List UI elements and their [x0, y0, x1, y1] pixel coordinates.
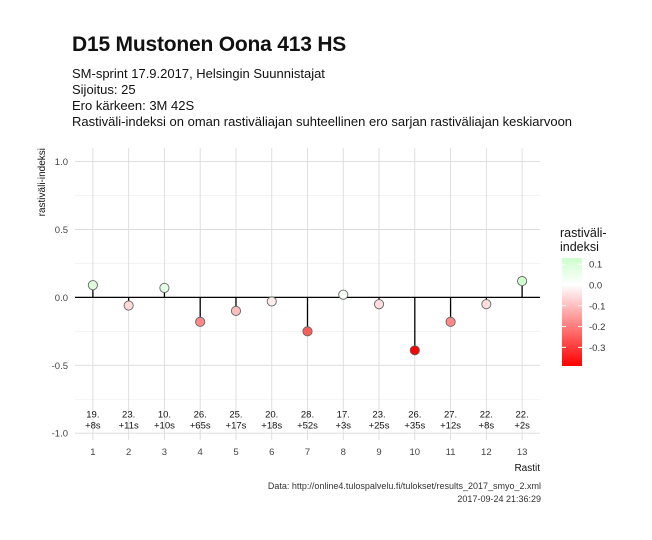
data-point — [87, 280, 98, 291]
data-point — [409, 345, 420, 356]
x-tick-label: 8 — [341, 447, 346, 458]
data-point — [338, 289, 349, 300]
annotation-time-loss: +3s — [335, 421, 351, 432]
x-tick-label: 12 — [481, 447, 492, 458]
x-tick-label: 2 — [126, 447, 131, 458]
annotation-rank: 19. — [86, 410, 99, 421]
y-tick-label: 1.0 — [55, 157, 68, 168]
legend-tick-label: -0.3 — [589, 343, 605, 354]
x-tick-label: 13 — [517, 447, 528, 458]
y-tick-label: 0.5 — [55, 225, 68, 236]
annotation-time-loss: +8s — [479, 421, 495, 432]
annotation-rank: 20. — [265, 410, 278, 421]
color-legend: rastiväli-indeksi 0.1 0.0 -0.1 -0.2 -0.3 — [560, 226, 607, 366]
subtitle-description: Rastiväli-indeksi on oman rastiväliajan … — [72, 114, 573, 129]
annotation-time-loss: +17s — [226, 421, 247, 432]
annotation-rank: 10. — [158, 410, 171, 421]
annotation-time-loss: +25s — [369, 421, 390, 432]
data-point — [266, 296, 277, 307]
data-point — [159, 282, 170, 293]
grid-lines — [75, 148, 540, 440]
data-point — [481, 299, 492, 310]
x-tick-label: 6 — [269, 447, 274, 458]
x-tick-label: 10 — [410, 447, 421, 458]
data-point — [373, 299, 385, 310]
legend-tick-label: -0.1 — [589, 301, 605, 312]
x-tick-label: 9 — [376, 447, 381, 458]
data-point — [517, 276, 528, 287]
legend-colorbar — [562, 258, 582, 366]
data-source-caption: Data: http://online4.tulospalvelu.fi/tul… — [267, 481, 541, 491]
subtitle-gap: Ero kärkeen: 3M 42S — [72, 98, 195, 113]
annotation-time-loss: +12s — [440, 421, 461, 432]
legend-tick-label: -0.2 — [589, 322, 605, 333]
y-tick-label: 0.0 — [55, 293, 68, 304]
legend-title: indeksi — [560, 240, 599, 254]
data-point — [445, 316, 456, 327]
annotations: 19.+8s23.+11s10.+10s26.+65s25.+17s20.+18… — [85, 410, 530, 432]
annotation-time-loss: +18s — [261, 421, 282, 432]
x-tick-label: 7 — [305, 447, 310, 458]
x-tick-label: 4 — [198, 447, 203, 458]
data-point — [302, 326, 313, 337]
timestamp-caption: 2017-09-24 21:36:29 — [457, 494, 541, 504]
annotation-rank: 26. — [194, 410, 207, 421]
x-tick-label: 3 — [162, 447, 167, 458]
x-tick-label: 5 — [233, 447, 238, 458]
annotation-rank: 22. — [480, 410, 493, 421]
annotation-rank: 26. — [408, 410, 421, 421]
annotation-time-loss: +52s — [297, 421, 318, 432]
annotation-rank: 22. — [516, 410, 529, 421]
legend-tick-label: 0.0 — [589, 281, 602, 292]
chart-title: D15 Mustonen Oona 413 HS — [72, 33, 347, 56]
data-point — [230, 305, 242, 317]
annotation-rank: 27. — [444, 410, 457, 421]
data-point — [195, 316, 206, 327]
x-tick-label: 11 — [446, 447, 456, 458]
subtitle-event: SM-sprint 17.9.2017, Helsingin Suunnista… — [72, 66, 325, 81]
y-tick-label: -1.0 — [52, 429, 68, 440]
annotation-rank: 23. — [122, 410, 135, 421]
annotation-rank: 28. — [301, 410, 314, 421]
x-tick-label: 1 — [90, 447, 95, 458]
legend-tick-label: 0.1 — [589, 260, 602, 271]
annotation-time-loss: +35s — [404, 421, 425, 432]
data-marks — [87, 276, 528, 356]
annotation-rank: 23. — [372, 410, 385, 421]
annotation-rank: 25. — [229, 410, 242, 421]
y-tick-label: -0.5 — [52, 361, 68, 372]
annotation-rank: 17. — [337, 410, 350, 421]
x-axis-title: Rastit — [514, 463, 540, 474]
annotation-time-loss: +10s — [154, 421, 175, 432]
annotation-time-loss: +2s — [514, 421, 530, 432]
data-point — [123, 300, 134, 311]
annotation-time-loss: +11s — [119, 421, 139, 432]
subtitle-rank: Sijoitus: 25 — [72, 82, 136, 97]
annotation-time-loss: +65s — [190, 421, 211, 432]
legend-title: rastiväli- — [560, 226, 607, 240]
y-axis-title: rastiväli-indeksi — [37, 148, 48, 216]
annotation-time-loss: +8s — [85, 421, 101, 432]
